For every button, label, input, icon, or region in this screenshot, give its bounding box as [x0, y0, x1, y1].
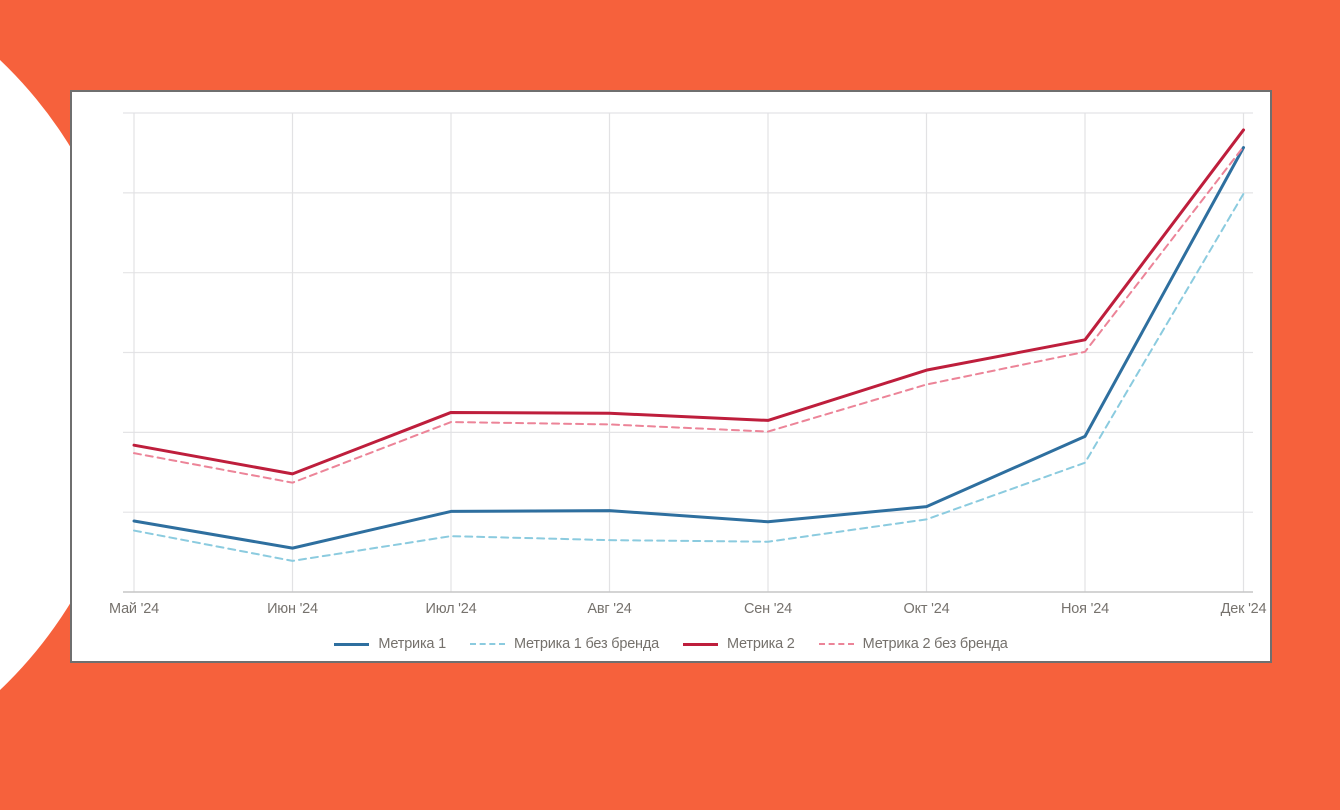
legend-item-metric-1[interactable]: Метрика 1: [334, 636, 446, 652]
legend-item-metric-1-no-brand[interactable]: Метрика 1 без бренда: [469, 636, 659, 652]
legend-swatch-metric-1: [334, 642, 370, 646]
x-tick-label: Авг '24: [587, 601, 631, 617]
x-tick-label: Окт '24: [904, 601, 950, 617]
x-tick-label: Сен '24: [744, 601, 792, 617]
legend-item-metric-2-no-brand[interactable]: Метрика 2 без бренда: [818, 636, 1008, 652]
legend-item-metric-2[interactable]: Метрика 2: [683, 636, 795, 652]
legend-swatch-metric-2-no-brand: [818, 643, 854, 645]
legend-label-metric-1: Метрика 1: [378, 636, 446, 652]
series-line-2: [132, 128, 1245, 476]
chart-card: Май '24 Июн '24 Июл '24 Авг '24 Сен '24 Окт '…: [70, 90, 1272, 663]
legend-label-metric-2: Метрика 2: [727, 636, 795, 652]
x-tick-label: Дек '24: [1221, 601, 1267, 617]
x-tick-label: Май '24: [109, 601, 159, 617]
chart-legend: Метрика 1 Метрика 1 без бренда Метрика 2…: [72, 633, 1270, 655]
series-line-3: [133, 145, 1245, 484]
x-tick-label: Июл '24: [426, 601, 477, 617]
x-tick-label: Ноя '24: [1061, 601, 1109, 617]
legend-label-metric-2-no-brand: Метрика 2 без бренда: [862, 636, 1008, 652]
legend-swatch-metric-1-no-brand: [469, 643, 505, 645]
legend-swatch-metric-2: [683, 642, 718, 646]
series-line-0: [132, 146, 1245, 550]
x-tick-label: Июн '24: [267, 601, 318, 617]
series-line-1: [133, 192, 1245, 562]
line-chart: Май '24 Июн '24 Июл '24 Авг '24 Сен '24 Окт '…: [109, 112, 1267, 617]
legend-label-metric-1-no-brand: Метрика 1 без бренда: [513, 636, 659, 652]
